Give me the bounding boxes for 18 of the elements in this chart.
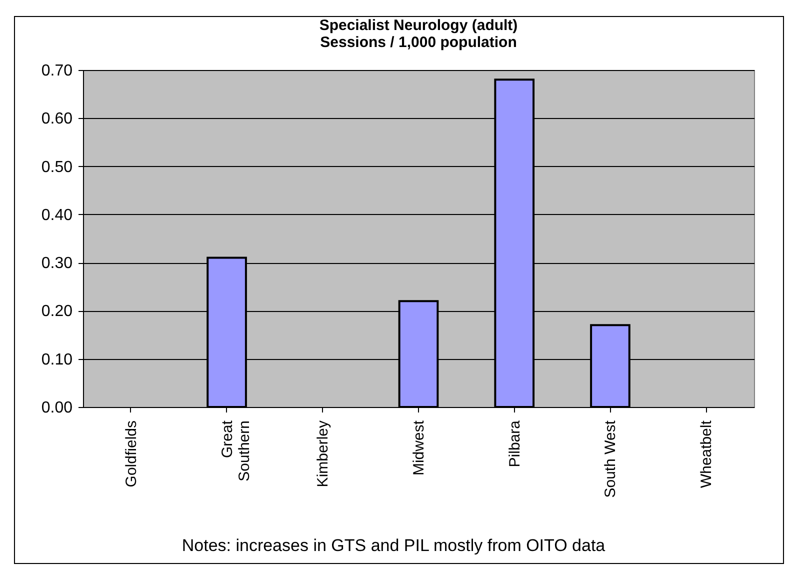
y-tick-label: 0.50 xyxy=(41,158,73,176)
y-tick-label: 0.20 xyxy=(41,303,73,320)
y-tick-label: 0.10 xyxy=(41,351,73,368)
y-tick-label: 0.00 xyxy=(41,400,73,416)
y-tick-label: 0.40 xyxy=(41,206,73,224)
text: Notes: increases in GTS and PIL mostly from OITO data xyxy=(180,536,606,556)
y-tick-label: 0.70 xyxy=(41,62,73,80)
x-tick-label: Wheatbelt xyxy=(698,420,716,488)
y-tick-label: 0.30 xyxy=(41,255,73,272)
chart-subtitle: Sessions / 1,000 population xyxy=(320,34,517,51)
x-tick-label: Great Southern xyxy=(218,420,253,482)
x-tick-label: Midwest xyxy=(410,420,428,476)
chart-title: Specialist Neurology (adult) xyxy=(319,17,518,34)
x-tick-label: Kimberley xyxy=(314,420,332,488)
x-tick-label: South West xyxy=(602,420,620,498)
y-tick-label: 0.60 xyxy=(41,110,73,128)
x-tick-label: Goldfields xyxy=(122,420,140,488)
x-tick-label: Pilbara xyxy=(506,420,524,468)
